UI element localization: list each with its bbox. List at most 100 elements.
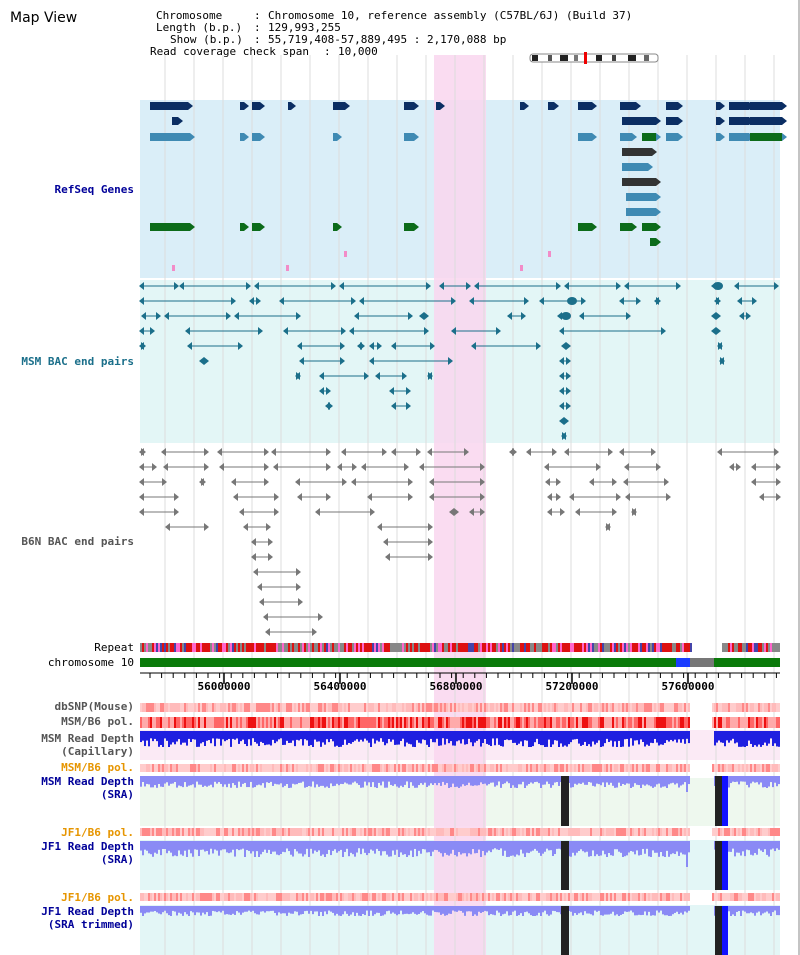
dbsnp-mark xyxy=(636,703,638,712)
msm-cap-depth-bar xyxy=(744,731,746,747)
msm-b6-pol-mark xyxy=(658,717,660,728)
msm-b6-pol2-mark xyxy=(314,764,316,772)
msm-sra-depth-bar xyxy=(470,776,472,786)
jf1-b6-pol2-mark xyxy=(364,893,366,901)
jf1-b6-pol2-mark xyxy=(368,893,370,901)
jf1-trim-depth-bar xyxy=(456,906,458,912)
msm-cap-depth-bar xyxy=(654,731,656,739)
msm-sra-depth-bar xyxy=(306,776,308,788)
jf1-trim-depth-bar xyxy=(296,906,298,912)
jf1-b6-pol2-mark xyxy=(674,893,676,901)
jf1-b6-pol-mark xyxy=(266,828,268,836)
jf1-b6-pol2-mark xyxy=(144,893,146,901)
msm-b6-pol2-mark xyxy=(536,764,538,772)
msm-b6-pol2-mark xyxy=(636,764,638,772)
msm-b6-pol2-mark xyxy=(180,764,182,772)
msm-b6-pol2-mark xyxy=(358,764,360,772)
jf1-b6-pol2-mark xyxy=(316,893,318,901)
jf1-b6-pol-mark xyxy=(468,828,470,836)
jf1-b6-pol-mark xyxy=(520,828,522,836)
strand-arrow xyxy=(720,133,725,141)
track-label-chromosome[interactable]: chromosome 10 xyxy=(47,656,134,669)
dbsnp-mark xyxy=(766,703,768,712)
msm-cap-depth-bar xyxy=(608,731,610,742)
jf1-b6-pol-mark xyxy=(352,828,354,836)
strand-arrow xyxy=(354,312,359,320)
jf1-trim-depth-bar xyxy=(532,906,534,916)
msm-cap-depth-bar xyxy=(446,731,448,739)
track-label-b6n-bac[interactable]: B6N BAC end pairs xyxy=(21,535,134,548)
jf1-b6-pol2-mark xyxy=(222,893,224,901)
msm-b6-pol-mark xyxy=(146,717,148,728)
dbsnp-mark xyxy=(170,703,172,712)
msm-b6-pol-mark xyxy=(752,717,754,728)
jf1-trim-depth-bar xyxy=(740,906,742,916)
msm-b6-pol-mark xyxy=(314,717,316,728)
track-label-msm-depth-sra[interactable]: MSM Read Depth (SRA) xyxy=(4,775,134,801)
repeat-mark xyxy=(616,643,618,652)
track-label-jf1-b6-pol-2[interactable]: JF1/B6 pol. xyxy=(61,891,134,904)
msm-sra-depth-bar xyxy=(426,776,428,788)
msm-cap-depth-bar xyxy=(592,731,594,742)
msm-b6-pol-mark xyxy=(264,717,266,728)
jf1-sra-depth-bar xyxy=(658,841,660,857)
strand-arrow xyxy=(139,282,144,290)
track-label-msm-depth-cap[interactable]: MSM Read Depth (Capillary) xyxy=(4,732,134,758)
track-label-msm-bac[interactable]: MSM BAC end pairs xyxy=(21,355,134,368)
track-label-jf1-trimmed[interactable]: JF1 Read Depth (SRA trimmed) xyxy=(4,905,134,931)
track-label-msm-b6-pol-2[interactable]: MSM/B6 pol. xyxy=(61,761,134,774)
msm-cap-depth-bar xyxy=(574,731,576,740)
jf1-b6-pol2-mark xyxy=(338,893,340,901)
msm-b6-pol-mark xyxy=(510,717,512,728)
track-label-msm-b6-pol[interactable]: MSM/B6 pol. xyxy=(61,715,134,728)
jf1-b6-pol-mark xyxy=(532,828,534,836)
msm-b6-pol-mark xyxy=(366,717,368,728)
dbsnp-mark xyxy=(324,703,326,712)
dbsnp-mark xyxy=(466,703,468,712)
msm-b6-pol2-mark xyxy=(146,764,148,772)
track-label-dbsnp[interactable]: dbSNP(Mouse) xyxy=(54,700,134,713)
repeat-mark xyxy=(426,643,428,652)
jf1-b6-pol2-mark xyxy=(280,893,282,901)
jf1-b6-pol2-mark xyxy=(688,893,690,901)
jf1-b6-pol-mark xyxy=(476,828,478,836)
jf1-trim-depth-bar xyxy=(340,906,342,916)
jf1-b6-pol2-mark xyxy=(752,893,754,901)
jf1-sra-depth-bar xyxy=(764,841,766,850)
jf1-trim-depth-bar xyxy=(264,906,266,913)
msm-b6-pol-mark xyxy=(624,717,626,728)
msm-cap-depth-bar xyxy=(210,731,212,744)
dbsnp-mark xyxy=(504,703,506,712)
msm-b6-pol-mark xyxy=(740,717,742,728)
repeat-mark xyxy=(496,643,498,652)
dbsnp-mark xyxy=(470,703,472,712)
track-label-repeat[interactable]: Repeat xyxy=(94,641,134,654)
track-label-refseq[interactable]: RefSeq Genes xyxy=(54,183,134,196)
gene-feature xyxy=(729,102,749,110)
msm-sra-depth-bar xyxy=(334,776,336,786)
jf1-trim-depth-bar xyxy=(254,906,256,914)
msm-b6-pol-mark xyxy=(494,717,496,728)
jf1-trim-depth-bar xyxy=(750,906,752,913)
jf1-trim-depth-bar xyxy=(490,906,492,915)
jf1-sra-depth-bar xyxy=(524,841,526,857)
repeat-mark xyxy=(570,643,572,652)
jf1-sra-depth-bar xyxy=(210,841,212,849)
dbsnp-mark xyxy=(682,703,684,712)
msm-b6-pol2-mark xyxy=(346,764,348,772)
repeat-mark xyxy=(678,643,680,652)
msm-b6-pol2-mark xyxy=(760,764,762,772)
track-label-jf1-depth-sra[interactable]: JF1 Read Depth (SRA) xyxy=(4,840,134,866)
jf1-b6-pol-mark xyxy=(300,828,302,836)
msm-b6-pol2-mark xyxy=(746,764,748,772)
jf1-b6-pol-mark xyxy=(246,828,248,836)
msm-sra-depth-bar xyxy=(142,776,144,783)
msm-cap-depth-bar xyxy=(256,731,258,744)
dbsnp-mark xyxy=(502,703,504,712)
msm-b6-pol-mark xyxy=(528,717,530,728)
jf1-b6-pol-mark xyxy=(564,828,566,836)
dbsnp-mark xyxy=(514,703,516,712)
msm-sra-depth-bar xyxy=(216,776,218,784)
track-label-jf1-b6-pol[interactable]: JF1/B6 pol. xyxy=(61,826,134,839)
